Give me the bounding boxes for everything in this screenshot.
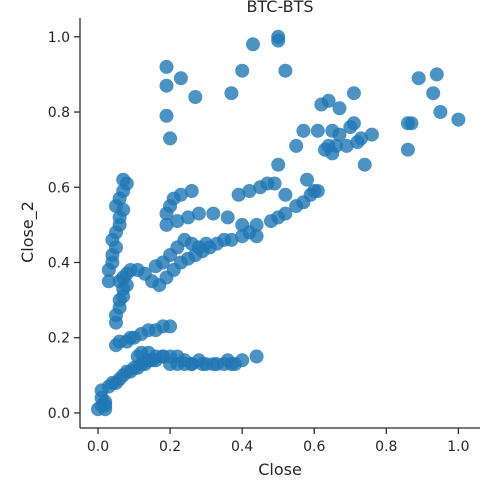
points-layer xyxy=(91,29,466,417)
x-tick-label: 0.0 xyxy=(87,439,109,455)
data-point xyxy=(206,206,221,221)
data-point xyxy=(426,86,441,101)
data-point xyxy=(224,357,239,372)
x-tick-label: 1.0 xyxy=(447,439,469,455)
x-tick-label: 0.8 xyxy=(375,439,397,455)
data-point xyxy=(451,112,466,127)
data-point xyxy=(224,232,239,247)
data-point xyxy=(184,184,199,198)
data-point xyxy=(296,123,311,138)
data-point xyxy=(163,131,178,146)
x-axis-label: Close xyxy=(258,460,302,479)
data-point xyxy=(433,105,448,119)
data-point xyxy=(278,187,293,202)
data-point xyxy=(235,353,250,368)
data-point xyxy=(235,63,250,78)
x-tick-label: 0.6 xyxy=(303,439,325,455)
data-point xyxy=(249,229,264,244)
data-point xyxy=(310,123,325,138)
data-point xyxy=(400,142,415,157)
data-point xyxy=(400,116,415,131)
data-point xyxy=(321,93,336,108)
y-tick-label: 0.4 xyxy=(48,255,70,271)
data-point xyxy=(332,101,347,116)
y-axis-ticks: 0.0 0.2 0.4 0.6 0.8 1.0 xyxy=(48,30,80,422)
data-point xyxy=(332,127,347,142)
data-point xyxy=(267,176,282,191)
y-tick-label: 0.0 xyxy=(48,406,70,422)
data-point xyxy=(307,184,322,198)
data-point xyxy=(206,357,221,372)
data-point xyxy=(159,108,174,123)
data-point xyxy=(278,63,293,78)
chart-title: BTC-BTS xyxy=(246,0,313,16)
x-tick-label: 0.2 xyxy=(159,439,181,455)
data-point xyxy=(235,217,250,232)
data-point xyxy=(170,214,185,229)
data-point xyxy=(163,319,178,334)
data-point xyxy=(357,157,372,172)
data-point xyxy=(429,67,444,82)
y-axis-label: Close_2 xyxy=(18,201,38,263)
data-point xyxy=(159,217,174,232)
x-tick-label: 0.4 xyxy=(231,439,253,455)
y-tick-label: 0.8 xyxy=(48,105,70,121)
data-point xyxy=(224,86,239,101)
y-tick-label: 1.0 xyxy=(48,30,70,46)
y-tick-label: 0.6 xyxy=(48,180,70,196)
data-point xyxy=(159,78,174,93)
data-point xyxy=(101,274,116,289)
data-point xyxy=(173,71,188,86)
data-point xyxy=(98,398,113,413)
data-point xyxy=(289,138,304,153)
data-point xyxy=(188,90,203,104)
y-tick-label: 0.2 xyxy=(48,331,70,347)
data-point xyxy=(271,29,286,44)
data-point xyxy=(184,357,199,372)
x-axis-ticks: 0.0 0.2 0.4 0.6 0.8 1.0 xyxy=(87,428,470,455)
data-point xyxy=(278,206,293,221)
data-point xyxy=(191,206,206,221)
data-point xyxy=(116,172,131,187)
data-point xyxy=(231,187,246,202)
data-point xyxy=(242,184,257,198)
data-point xyxy=(195,357,210,372)
data-point xyxy=(249,217,264,232)
data-point xyxy=(181,210,196,225)
data-point xyxy=(339,138,354,153)
data-point xyxy=(346,86,361,101)
data-point xyxy=(300,172,314,187)
data-point xyxy=(249,349,264,364)
data-point xyxy=(328,138,343,153)
data-point xyxy=(354,131,369,146)
data-point xyxy=(411,71,426,86)
data-point xyxy=(246,37,260,52)
data-point xyxy=(271,157,286,172)
data-point xyxy=(364,127,379,142)
data-point xyxy=(199,236,214,251)
data-point xyxy=(173,187,188,202)
data-point xyxy=(159,59,174,74)
data-point xyxy=(346,116,361,131)
data-point xyxy=(220,210,235,225)
